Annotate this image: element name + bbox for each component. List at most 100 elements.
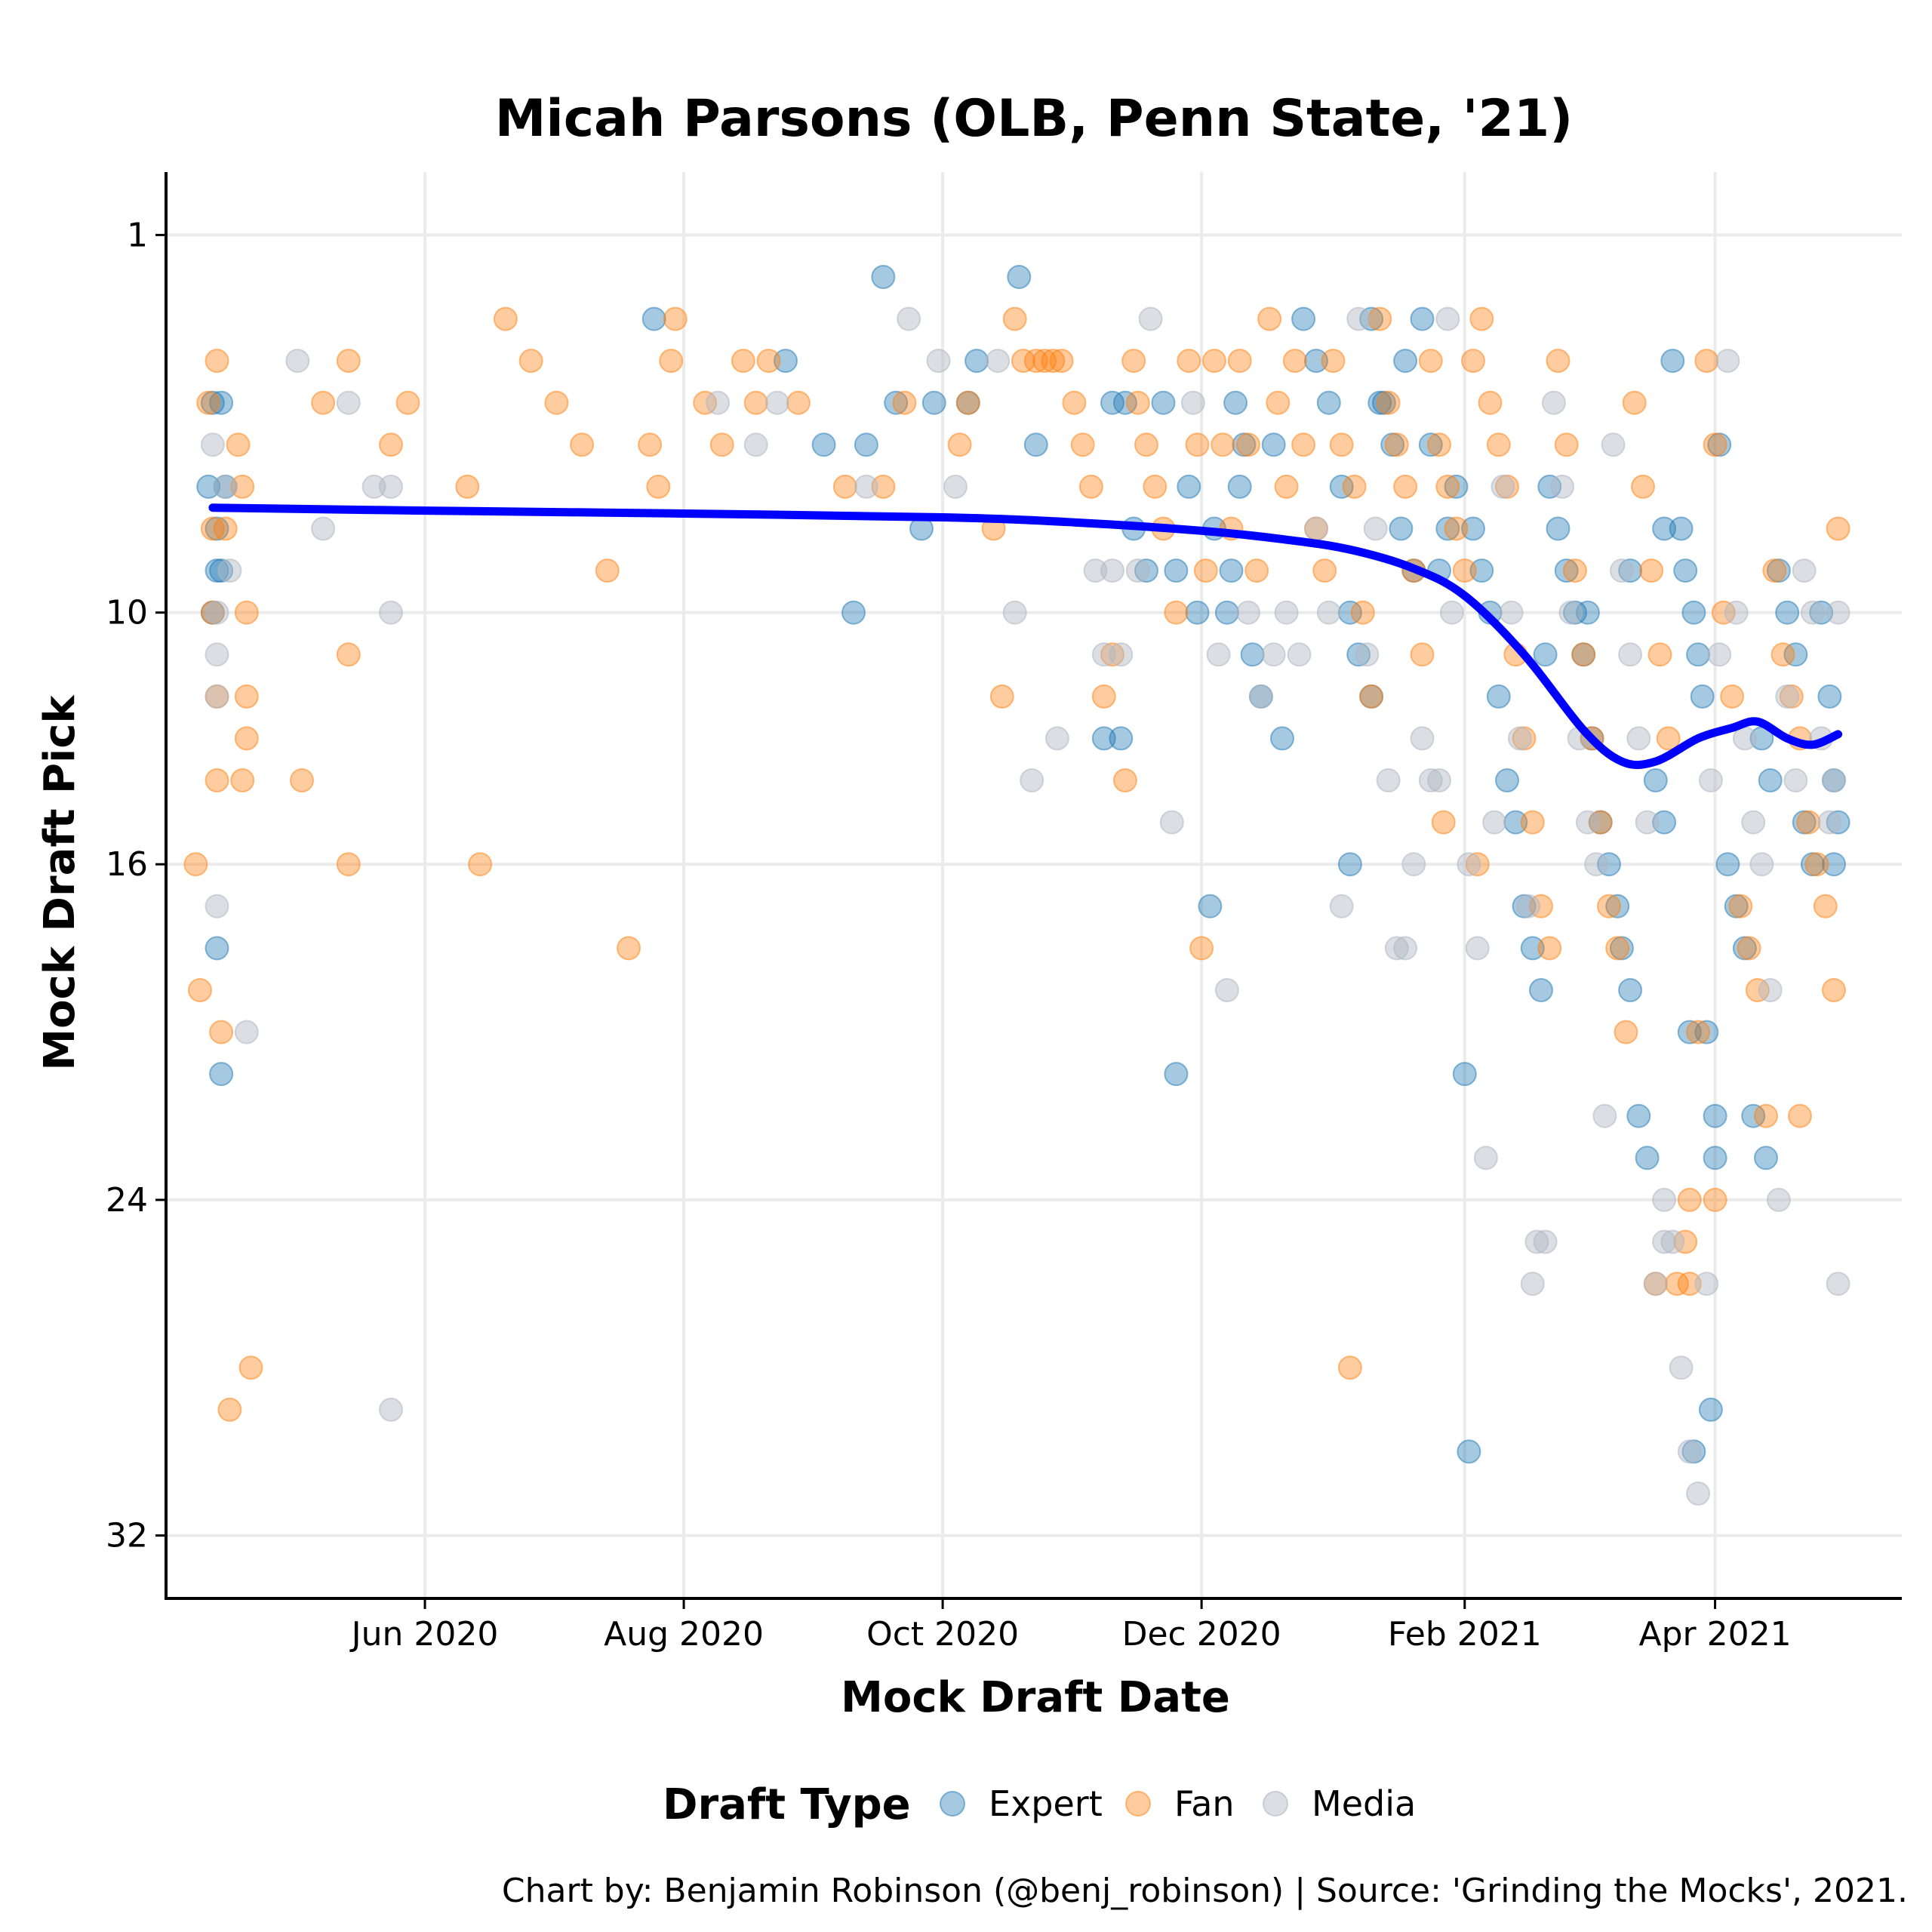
data-point [1125, 558, 1150, 583]
data-point [234, 1020, 259, 1044]
data-point [1766, 1187, 1791, 1212]
data-point [1631, 474, 1655, 499]
axis-ticks: Jun 2020 Aug 2020 Oct 2020 Dec 2020 Feb 2021… [106, 216, 1792, 1654]
data-point [1533, 642, 1558, 667]
data-point [1461, 516, 1485, 541]
data-point [1745, 978, 1770, 1002]
data-point [1211, 432, 1235, 457]
legend-swatch-media [1263, 1791, 1288, 1817]
data-point [1363, 516, 1388, 541]
data-point [1023, 432, 1048, 457]
data-points [183, 265, 1850, 1506]
data-point [1656, 726, 1681, 751]
data-point [1291, 432, 1316, 457]
data-point [764, 390, 789, 415]
data-point [205, 642, 229, 667]
data-point [1486, 684, 1511, 709]
data-point [1389, 516, 1414, 541]
data-point [1410, 306, 1435, 331]
data-point [1758, 768, 1783, 792]
data-point [871, 265, 896, 289]
data-point [1707, 642, 1732, 667]
data-point [1507, 726, 1532, 751]
data-point [395, 390, 420, 415]
data-point [1686, 1481, 1711, 1506]
data-point [1007, 265, 1032, 289]
data-point [1384, 432, 1409, 457]
data-point [646, 474, 671, 499]
data-point [1537, 936, 1562, 961]
data-point [1236, 600, 1260, 625]
data-point [1465, 936, 1490, 961]
data-point [1643, 768, 1668, 792]
x-tick-label: Apr 2021 [1639, 1615, 1792, 1654]
data-point [1669, 1355, 1694, 1380]
chart-caption: Chart by: Benjamin Robinson (@benj_robin… [502, 1872, 1908, 1910]
data-point [1452, 1062, 1477, 1087]
x-axis-title: Mock Draft Date [841, 1673, 1230, 1722]
data-point [1439, 600, 1464, 625]
data-point [1002, 306, 1027, 331]
data-point [1410, 642, 1435, 667]
data-point [947, 432, 972, 457]
data-point [1618, 558, 1643, 583]
data-point [1321, 349, 1346, 374]
data-point [1304, 516, 1328, 541]
data-point [854, 474, 878, 499]
data-point [1270, 726, 1294, 751]
data-point [1588, 810, 1613, 835]
data-point [1826, 1272, 1850, 1297]
data-point [1227, 474, 1252, 499]
data-point [1125, 390, 1150, 415]
data-point [1274, 600, 1299, 625]
data-point [1164, 600, 1189, 625]
data-point [1342, 474, 1367, 499]
data-point [1677, 1272, 1702, 1297]
data-point [1359, 306, 1384, 331]
data-point [1809, 600, 1834, 625]
data-point [964, 349, 989, 374]
data-point [1622, 390, 1647, 415]
data-point [1473, 1146, 1498, 1171]
data-point [1694, 1020, 1719, 1044]
data-point [1720, 684, 1745, 709]
data-point [1198, 894, 1223, 918]
data-point [361, 474, 386, 499]
data-point [1618, 642, 1643, 667]
data-point [1244, 558, 1269, 583]
data-point [641, 306, 666, 331]
data-point [1698, 1397, 1723, 1422]
data-point [1597, 894, 1621, 918]
legend-swatch-expert [940, 1791, 965, 1817]
data-point [213, 474, 238, 499]
data-point [336, 642, 361, 667]
y-tick-label: 10 [106, 594, 148, 632]
data-point [1393, 936, 1418, 961]
data-point [1677, 1020, 1702, 1044]
data-point [1571, 642, 1596, 667]
data-point [1223, 390, 1248, 415]
data-point [1457, 852, 1481, 877]
data-point [1435, 474, 1460, 499]
data-point [234, 726, 259, 751]
data-point [1138, 306, 1163, 331]
data-point [1359, 684, 1384, 709]
data-point [226, 432, 251, 457]
data-point [1775, 684, 1800, 709]
data-point [1554, 432, 1579, 457]
data-point [1647, 642, 1672, 667]
data-point [1100, 642, 1124, 667]
data-point [311, 516, 336, 541]
data-point [1635, 810, 1660, 835]
series-media [200, 306, 1850, 1506]
legend-label-fan: Fan [1174, 1783, 1235, 1824]
data-point [1669, 516, 1694, 541]
data-point [234, 600, 259, 625]
grid [166, 172, 1902, 1598]
x-tick-label: Aug 2020 [604, 1615, 764, 1654]
data-point [1078, 474, 1103, 499]
data-point [1584, 852, 1609, 877]
data-point [1817, 684, 1842, 709]
data-point [1418, 768, 1443, 792]
